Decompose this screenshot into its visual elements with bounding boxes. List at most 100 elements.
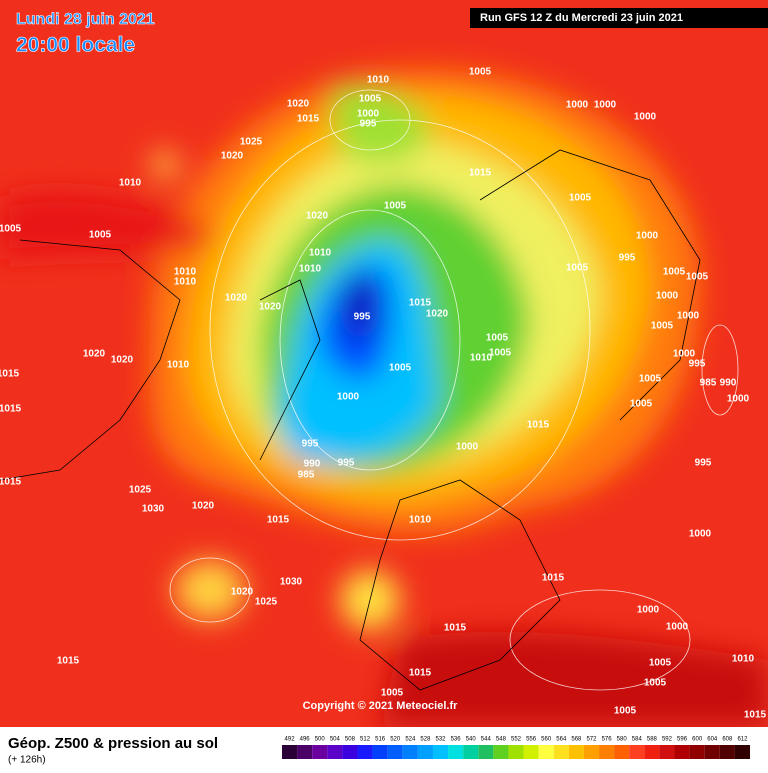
isobar-label: 1000 (689, 529, 712, 540)
scale-swatch (719, 745, 735, 759)
isobar-label: 1005 (663, 267, 686, 278)
isobar-label: 1020 (231, 587, 254, 598)
scale-swatch (629, 745, 645, 759)
isobar-label: 1015 (744, 710, 767, 721)
isobar-label: 990 (304, 459, 321, 470)
coastlines (0, 149, 701, 691)
copyright: Copyright © 2021 Meteociel.fr (303, 700, 459, 712)
scale-label: 504 (330, 737, 341, 743)
isobar-label: 985 (298, 470, 315, 481)
isobar-label: 995 (360, 119, 377, 130)
isobar-label: 1000 (337, 392, 360, 403)
isobar-label: 1025 (255, 597, 278, 608)
isobar-label: 1015 (267, 515, 290, 526)
scale-swatch (448, 745, 464, 759)
isobar-label: 1030 (280, 577, 303, 588)
date-label: Lundi 28 juin 2021 (16, 11, 155, 28)
isobar-label: 990 (720, 378, 737, 389)
isobar-label: 1015 (469, 168, 492, 179)
isobar-label: 1015 (409, 668, 432, 679)
scale-swatch (463, 745, 479, 759)
scale-swatch (327, 745, 343, 759)
scale-swatch (357, 745, 373, 759)
isobar-label: 1005 (566, 263, 589, 274)
scale-label: 596 (677, 737, 688, 743)
isobar-label: 1010 (732, 654, 755, 665)
isobar-label: 1010 (174, 277, 197, 288)
scale-label: 564 (556, 737, 567, 743)
scale-label: 500 (315, 737, 326, 743)
scale-swatch (614, 745, 630, 759)
time-label: 20:00 locale (16, 34, 135, 57)
scale-swatch (599, 745, 615, 759)
isobar-label: 1015 (0, 477, 22, 488)
isobar-label: 1005 (569, 193, 592, 204)
isobar-label: 1000 (357, 109, 380, 120)
isobar-label: 1000 (677, 311, 700, 322)
isobar-label: 1005 (486, 333, 509, 344)
scale-swatch (312, 745, 328, 759)
scale-label: 532 (436, 737, 447, 743)
scale-label: 508 (345, 737, 356, 743)
isobar-label: 1000 (636, 231, 659, 242)
isobar-label: 1000 (594, 100, 617, 111)
isobar-label: 1005 (686, 272, 709, 283)
scale-label: 512 (360, 737, 371, 743)
isobar-label: 1015 (542, 573, 565, 584)
isobar-label: 1020 (192, 501, 215, 512)
isobar-label: 1010 (174, 267, 197, 278)
scale-label: 572 (586, 737, 597, 743)
isobar-label: 1015 (409, 298, 432, 309)
scale-label: 604 (707, 737, 718, 743)
isobar-label: 1005 (651, 321, 674, 332)
isobar-label: 1005 (639, 374, 662, 385)
isobar-label: 1005 (89, 230, 112, 241)
isobar-label: 1005 (384, 201, 407, 212)
scale-swatch (297, 745, 313, 759)
scale-label: 600 (692, 737, 703, 743)
isobar-label: 995 (695, 458, 712, 469)
isobar-label: 1005 (614, 706, 637, 717)
scale-label: 608 (722, 737, 733, 743)
scale-swatch (644, 745, 660, 759)
isobar-label: 1000 (637, 605, 660, 616)
isobar-label: 1020 (111, 355, 134, 366)
isobar-label: 1015 (444, 623, 467, 634)
scale-swatch (553, 745, 569, 759)
isobar-label: 1010 (367, 75, 390, 86)
scale-label: 524 (405, 737, 416, 743)
scale-swatch (282, 745, 298, 759)
isobar-label: 1005 (469, 67, 492, 78)
isobar-label: 1015 (0, 369, 20, 380)
scale-swatch (659, 745, 675, 759)
scale-label: 556 (526, 737, 537, 743)
isobar-label: 1015 (57, 656, 80, 667)
scale-swatch (523, 745, 539, 759)
scale-label: 580 (617, 737, 628, 743)
isobar-label: 1005 (644, 678, 667, 689)
isobar-label: 1000 (666, 622, 689, 633)
scale-label: 576 (602, 737, 613, 743)
scale-swatch (478, 745, 494, 759)
map: 1005101010051000995102010151025102010101… (0, 0, 768, 727)
scale-swatch (493, 745, 509, 759)
scale-swatch (417, 745, 433, 759)
isobar-label: 1005 (359, 94, 382, 105)
scale-label: 584 (632, 737, 643, 743)
scale-label: 592 (662, 737, 673, 743)
isobar-label: 1020 (225, 293, 248, 304)
isobar-label: 995 (689, 359, 706, 370)
scale-label: 568 (571, 737, 582, 743)
scale-swatch (674, 745, 690, 759)
scale-swatch (583, 745, 600, 759)
isobar-label: 1000 (456, 442, 479, 453)
isobar-label: 1010 (167, 360, 190, 371)
isobar-label: 1005 (649, 658, 672, 669)
scale-label: 560 (541, 737, 552, 743)
legend-subtitle: (+ 126h) (8, 755, 46, 766)
scale-swatch (538, 745, 554, 759)
geopotential-field (0, 69, 768, 727)
isobars (169, 89, 739, 691)
isobar-label: 1020 (287, 99, 310, 110)
scale-swatch (387, 745, 403, 759)
